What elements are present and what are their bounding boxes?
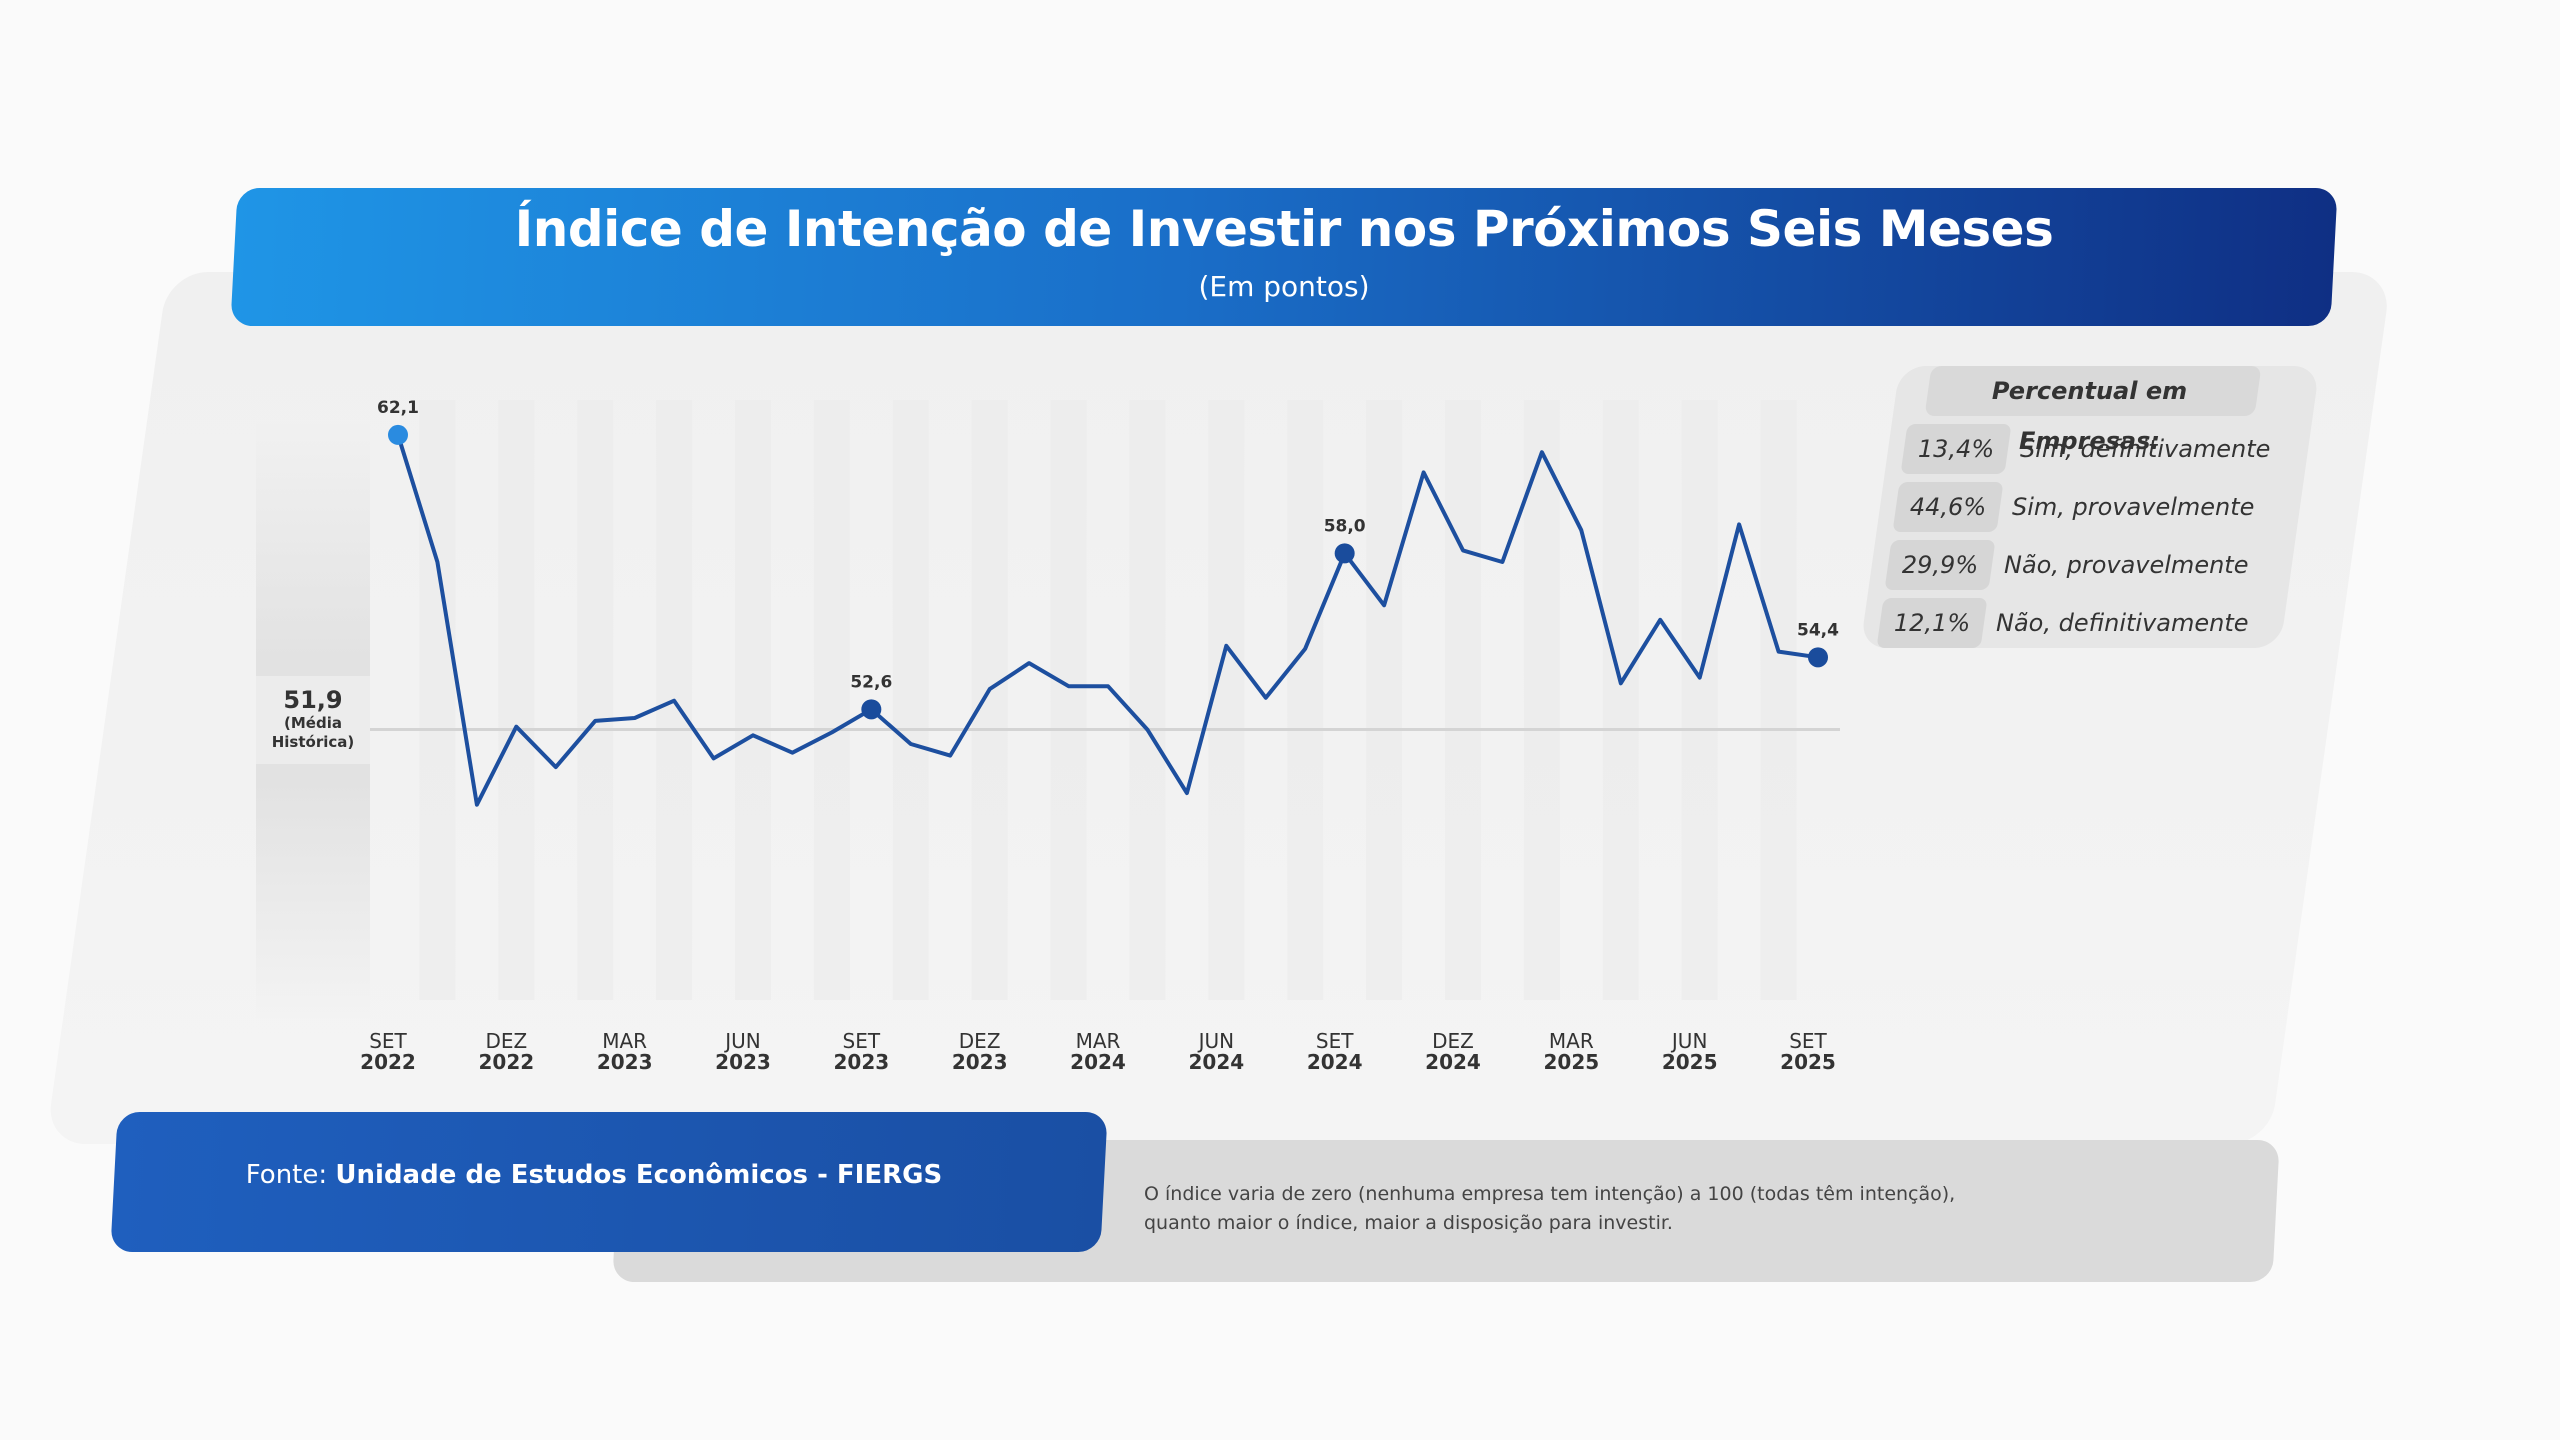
x-tick-year: 2022 [360, 1050, 416, 1074]
background-stripe [735, 400, 771, 1000]
background-stripe [1366, 400, 1403, 1000]
average-label: (Média Histórica) [271, 714, 355, 751]
x-tick-month: JUN [723, 1029, 761, 1053]
x-tick-month: SET [1316, 1029, 1354, 1053]
x-tick-year: 2025 [1543, 1050, 1599, 1074]
x-tick-year: 2024 [1188, 1050, 1244, 1074]
legend-percent-box: 44,6% [1892, 482, 2004, 532]
background-stripe [1208, 400, 1245, 1000]
data-point [861, 699, 882, 720]
legend-percent-box: 12,1% [1876, 598, 1988, 648]
data-label: 52,6 [850, 672, 892, 692]
series-line [396, 432, 1820, 807]
background-stripe [971, 400, 1008, 1000]
background-stripe [1445, 400, 1481, 1000]
x-tick-month: SET [369, 1029, 407, 1053]
data-point [1334, 543, 1355, 564]
background-stripe [1681, 400, 1718, 1000]
legend-label: Não, definitivamente [1996, 609, 2249, 637]
x-tick-month: DEZ [1432, 1029, 1474, 1053]
x-tick-year: 2023 [952, 1050, 1008, 1074]
x-tick-month: MAR [1549, 1029, 1594, 1053]
legend-title-box: Percentual em Empresas: [1924, 366, 2262, 455]
x-tick-month: DEZ [485, 1029, 527, 1053]
x-tick-month: JUN [1670, 1029, 1708, 1053]
legend-percent: 12,1% [1893, 609, 1971, 637]
background-stripe [813, 400, 850, 1000]
background-stripe [419, 400, 456, 1000]
legend-label: Sim, definitivamente [2020, 435, 2271, 463]
legend: Percentual em Empresas: 13,4% Sim, defin… [1860, 366, 2320, 648]
x-tick-year: 2024 [1307, 1050, 1363, 1074]
legend-percent: 13,4% [1917, 435, 1995, 463]
background-stripe [1760, 400, 1797, 1000]
source-prefix: Fonte: [245, 1160, 336, 1190]
background-stripe [1287, 400, 1324, 1000]
x-tick-month: DEZ [959, 1029, 1001, 1053]
legend-label: Sim, provavelmente [2012, 493, 2255, 521]
source-name: Unidade de Estudos Econômicos - FIERGS [335, 1160, 943, 1190]
x-tick-month: MAR [1076, 1029, 1121, 1053]
legend-percent: 44,6% [1909, 493, 1987, 521]
background-stripe [577, 400, 614, 1000]
x-tick-year: 2023 [597, 1050, 653, 1074]
x-tick-month: MAR [602, 1029, 647, 1053]
background-stripe [498, 400, 535, 1000]
legend-label: Não, provavelmente [2004, 551, 2249, 579]
background-stripe [1129, 400, 1166, 1000]
background-stripe [892, 400, 929, 1000]
x-tick-year: 2025 [1780, 1050, 1836, 1074]
legend-percent: 29,9% [1901, 551, 1979, 579]
x-tick-year: 2022 [478, 1050, 534, 1074]
x-tick-year: 2024 [1425, 1050, 1481, 1074]
x-tick-month: JUN [1197, 1029, 1235, 1053]
data-label: 58,0 [1324, 516, 1366, 536]
background-stripe [1602, 400, 1639, 1000]
note-text: O índice varia de zero (nenhuma empresa … [1144, 1183, 1956, 1234]
data-point [1808, 647, 1828, 668]
x-tick-year: 2025 [1662, 1050, 1718, 1074]
x-tick-month: SET [1789, 1029, 1827, 1053]
data-label: 62,1 [377, 398, 419, 418]
chart-subtitle: (Em pontos) [1198, 270, 1370, 303]
average-label-box: 51,9 (Média Histórica) [256, 676, 370, 764]
x-tick-year: 2023 [715, 1050, 771, 1074]
data-label: 54,4 [1797, 620, 1839, 640]
x-tick-month: SET [843, 1029, 881, 1053]
background-stripe [1050, 400, 1087, 1000]
legend-percent-box: 29,9% [1884, 540, 1996, 590]
x-tick-year: 2024 [1070, 1050, 1126, 1074]
source-text: Fonte: Unidade de Estudos Econômicos - F… [114, 1160, 1074, 1190]
legend-percent-box: 13,4% [1900, 424, 2012, 474]
data-point [388, 424, 408, 445]
chart-title: Índice de Intenção de Investir nos Próxi… [514, 200, 2054, 258]
background-stripe [1523, 400, 1560, 1000]
average-value: 51,9 [283, 686, 343, 714]
x-tick-year: 2023 [833, 1050, 889, 1074]
